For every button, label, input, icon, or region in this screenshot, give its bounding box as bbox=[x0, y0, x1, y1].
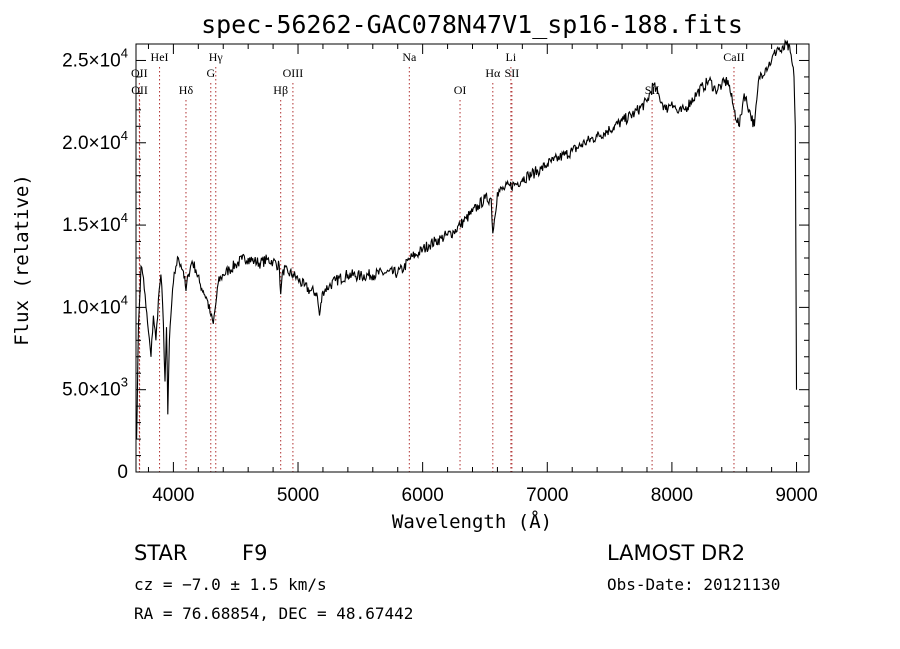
emission-line-label: OI bbox=[454, 83, 467, 97]
spectrum-line bbox=[136, 38, 798, 440]
y-tick-label: 2.0×104 bbox=[62, 128, 128, 154]
emission-line-label: Hδ bbox=[179, 83, 194, 97]
x-tick-label: 6000 bbox=[402, 485, 444, 506]
x-tick-label: 8000 bbox=[651, 485, 693, 506]
x-tick-label: 5000 bbox=[277, 485, 319, 506]
emission-line-label: OII bbox=[131, 83, 148, 97]
object-class: STAR bbox=[134, 541, 187, 565]
emission-line-label: Na bbox=[402, 50, 417, 64]
observation-date: Obs-Date: 20121130 bbox=[607, 575, 780, 594]
x-tick-label: 9000 bbox=[775, 485, 817, 506]
x-tick-label: 4000 bbox=[152, 485, 194, 506]
plot-frame bbox=[135, 43, 810, 473]
y-axis-label: Flux (relative) bbox=[11, 174, 33, 346]
emission-line-label: Li bbox=[506, 50, 517, 64]
y-tick-label: 2.5×104 bbox=[62, 45, 128, 71]
y-tick-label: 1.0×104 bbox=[62, 292, 128, 318]
axis-ticks: 4000 5000 6000 7000 8000 9000 0 5.0×103 1.0×104 1… bbox=[62, 44, 818, 506]
object-subclass: F9 bbox=[242, 541, 267, 565]
y-tick-label: 1.5×104 bbox=[62, 210, 128, 236]
x-tick-label: 7000 bbox=[526, 485, 568, 506]
coordinates: RA = 76.68854, DEC = 48.67442 bbox=[134, 604, 413, 623]
x-axis-label: Wavelength (Å) bbox=[392, 510, 552, 533]
emission-line-label: Hγ bbox=[209, 50, 224, 64]
y-tick-label: 0 bbox=[117, 462, 128, 483]
chart-title: spec-56262-GAC078N47V1_sp16-188.fits bbox=[201, 10, 743, 39]
emission-line-label: OII bbox=[131, 66, 148, 80]
emission-line-label: G bbox=[206, 66, 215, 80]
emission-line-label: HeI bbox=[151, 50, 169, 64]
emission-line-label: Hα bbox=[485, 66, 501, 80]
emission-line-label: OIII bbox=[283, 66, 304, 80]
survey-name: LAMOST DR2 bbox=[607, 541, 745, 565]
emission-line-label: SII bbox=[505, 66, 520, 80]
emission-line-label: CaII bbox=[723, 50, 744, 64]
emission-line-label: Hβ bbox=[273, 83, 288, 97]
redshift-velocity: cz = −7.0 ± 1.5 km/s bbox=[134, 575, 327, 594]
y-tick-label: 5.0×103 bbox=[62, 375, 128, 401]
